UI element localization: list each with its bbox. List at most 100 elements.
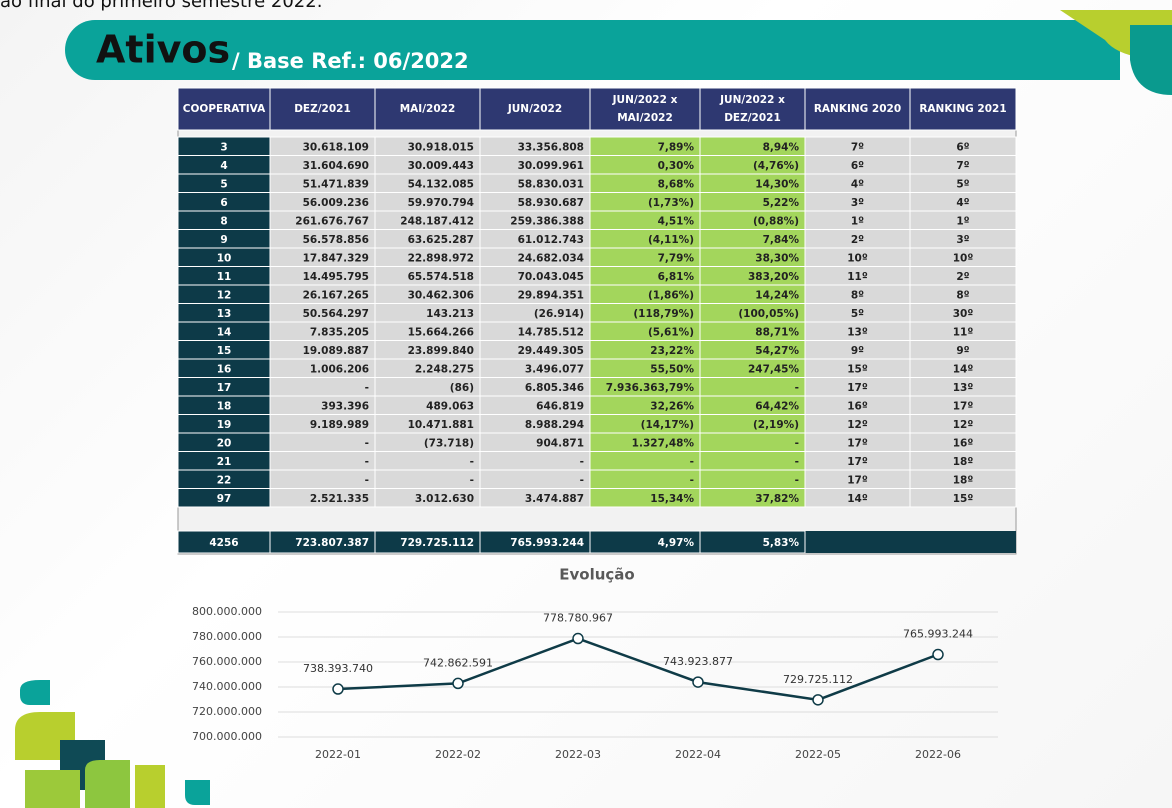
table-cell: 30.009.443 <box>408 160 474 172</box>
cell-bg <box>270 433 375 452</box>
total-cell: 729.725.112 <box>400 537 474 549</box>
table-cell: 70.043.045 <box>518 271 584 283</box>
table-cell: 16º <box>847 400 868 412</box>
table-cell: 3.474.887 <box>525 493 584 505</box>
decor <box>1130 25 1172 95</box>
x-tick-label: 2022-04 <box>675 748 721 761</box>
table-cell: 4º <box>851 178 864 190</box>
total-cell: 723.807.387 <box>295 537 369 549</box>
table-cell: (118,79%) <box>633 308 694 320</box>
table-cell: 143.213 <box>426 308 474 320</box>
cell-bg <box>270 378 375 397</box>
table-cell: 259.386.388 <box>510 215 584 227</box>
table-cell: 6.805.346 <box>525 382 584 394</box>
table-cell: 904.871 <box>536 437 584 449</box>
x-tick-label: 2022-02 <box>435 748 481 761</box>
table-cell: (4,76%) <box>753 160 799 172</box>
table-cell: 14º <box>847 493 868 505</box>
cell-bg <box>375 470 480 489</box>
column-header: RANKING 2020 <box>814 103 901 115</box>
point <box>453 678 463 688</box>
table-cell: 6 <box>220 197 227 209</box>
table-cell: (86) <box>450 382 474 394</box>
table-cell: 56.009.236 <box>303 197 369 209</box>
table-cell: 6,81% <box>658 271 695 283</box>
table-cell: 33.356.808 <box>518 141 584 153</box>
table-cell: (73.718) <box>424 437 474 449</box>
table-cell: 3º <box>851 197 864 209</box>
table-cell: - <box>795 474 799 486</box>
table-cell: (26.914) <box>534 308 584 320</box>
table-cell: 5º <box>956 178 969 190</box>
y-tick-label: 740.000.000 <box>192 680 262 693</box>
decor <box>20 680 50 705</box>
table-cell: 20 <box>217 437 232 449</box>
table-cell: (1,86%) <box>648 289 694 301</box>
table-cell: 12 <box>217 289 232 301</box>
table-cell: 4,51% <box>658 215 695 227</box>
table-cell: 0,30% <box>658 160 695 172</box>
table-cell: 6º <box>851 160 864 172</box>
table-cell: 55,50% <box>650 363 694 375</box>
y-tick-label: 800.000.000 <box>192 605 262 618</box>
cell-bg <box>700 470 805 489</box>
table-cell: - <box>795 437 799 449</box>
table-cell: 51.471.839 <box>303 178 369 190</box>
table-cell: 9.189.989 <box>310 419 369 431</box>
table-cell: 8,94% <box>763 141 800 153</box>
table-cell: 16º <box>953 437 974 449</box>
table-cell: 19.089.887 <box>303 345 369 357</box>
table-cell: - <box>365 382 369 394</box>
total-cell: 4,97% <box>658 537 695 549</box>
table-cell: 14º <box>953 363 974 375</box>
table-cell: 54.132.085 <box>408 178 474 190</box>
data-label: 742.862.591 <box>423 656 493 669</box>
cell-bg <box>700 433 805 452</box>
table-cell: 11º <box>953 326 974 338</box>
cell-bg <box>590 470 700 489</box>
y-tick-label: 700.000.000 <box>192 730 262 743</box>
table-cell: 3.496.077 <box>525 363 584 375</box>
table-cell: 4º <box>956 197 969 209</box>
decor <box>185 780 210 805</box>
x-tick-label: 2022-01 <box>315 748 361 761</box>
table-cell: 646.819 <box>536 400 584 412</box>
table-cell: 7,79% <box>658 252 695 264</box>
data-label: 765.993.244 <box>903 628 973 641</box>
table-cell: 7º <box>956 160 969 172</box>
table-cell: 393.396 <box>321 400 369 412</box>
table-cell: 54,27% <box>755 345 799 357</box>
data-label: 778.780.967 <box>543 612 613 625</box>
total-cell: 765.993.244 <box>510 537 584 549</box>
table-cell: - <box>795 456 799 468</box>
table-cell: 18º <box>953 474 974 486</box>
table-cell: 88,71% <box>755 326 799 338</box>
table-cell: (5,61%) <box>648 326 694 338</box>
table-cell: 15.664.266 <box>408 326 474 338</box>
table-cell: 32,26% <box>650 400 694 412</box>
slide-canvas: ao final do primeiro semestre 2022. Ativ… <box>0 0 1172 808</box>
table-cell: 15º <box>847 363 868 375</box>
table-cell: 31.604.690 <box>303 160 369 172</box>
table-cell: 10º <box>953 252 974 264</box>
table-cell: 5 <box>220 178 227 190</box>
table-cell: 3º <box>956 234 969 246</box>
chart-title: Evolução <box>559 566 634 584</box>
table-cell: 23.899.840 <box>408 345 474 357</box>
table-cell: 13º <box>953 382 974 394</box>
table-cell: 17º <box>847 456 868 468</box>
table-cell: - <box>470 474 474 486</box>
table-cell: 5º <box>851 308 864 320</box>
column-header: MAI/2022 <box>400 103 456 115</box>
table-cell: (100,05%) <box>738 308 799 320</box>
table-cell: 11º <box>847 271 868 283</box>
table-cell: 13º <box>847 326 868 338</box>
table-cell: 4 <box>220 160 227 172</box>
table-cell: 61.012.743 <box>518 234 584 246</box>
table-cell: 3 <box>220 141 227 153</box>
table-cell: 30.918.015 <box>408 141 474 153</box>
table-cell: 14 <box>217 326 232 338</box>
x-tick-label: 2022-06 <box>915 748 961 761</box>
cell-bg <box>480 470 590 489</box>
y-tick-label: 760.000.000 <box>192 655 262 668</box>
